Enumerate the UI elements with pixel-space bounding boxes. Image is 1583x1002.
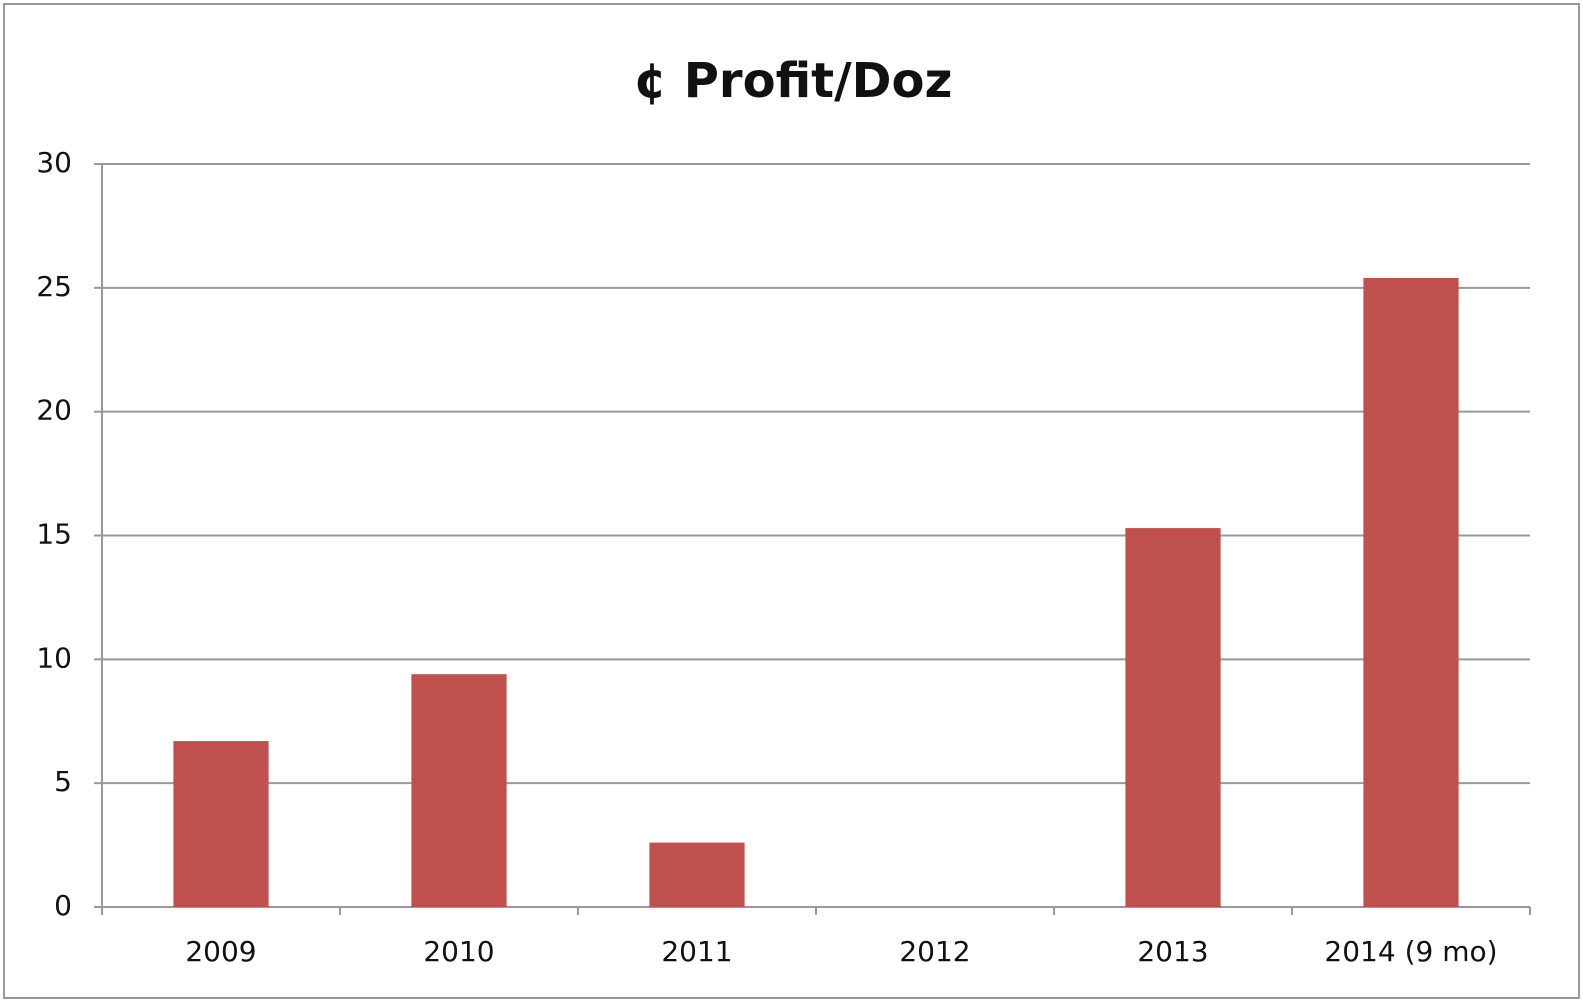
y-tick-label: 20 — [36, 394, 72, 427]
bar — [411, 674, 507, 907]
x-tick-label: 2009 — [185, 935, 256, 968]
bar — [1125, 528, 1221, 907]
y-tick-label: 25 — [36, 270, 72, 303]
x-tick-label: 2010 — [423, 935, 494, 968]
chart-title: ¢ Profit/Doz — [634, 53, 953, 109]
x-tick-label: 2011 — [661, 935, 732, 968]
bar — [649, 842, 745, 907]
x-tick-label: 2013 — [1137, 935, 1208, 968]
y-tick-label: 5 — [54, 765, 72, 798]
bar — [173, 741, 269, 907]
y-tick-label: 0 — [54, 889, 72, 922]
x-tick-label: 2014 (9 mo) — [1324, 935, 1497, 968]
y-tick-label: 30 — [36, 146, 72, 179]
y-tick-label: 15 — [36, 518, 72, 551]
bar — [1363, 277, 1459, 908]
y-tick-label: 10 — [36, 641, 72, 674]
x-tick-label: 2012 — [899, 935, 970, 968]
